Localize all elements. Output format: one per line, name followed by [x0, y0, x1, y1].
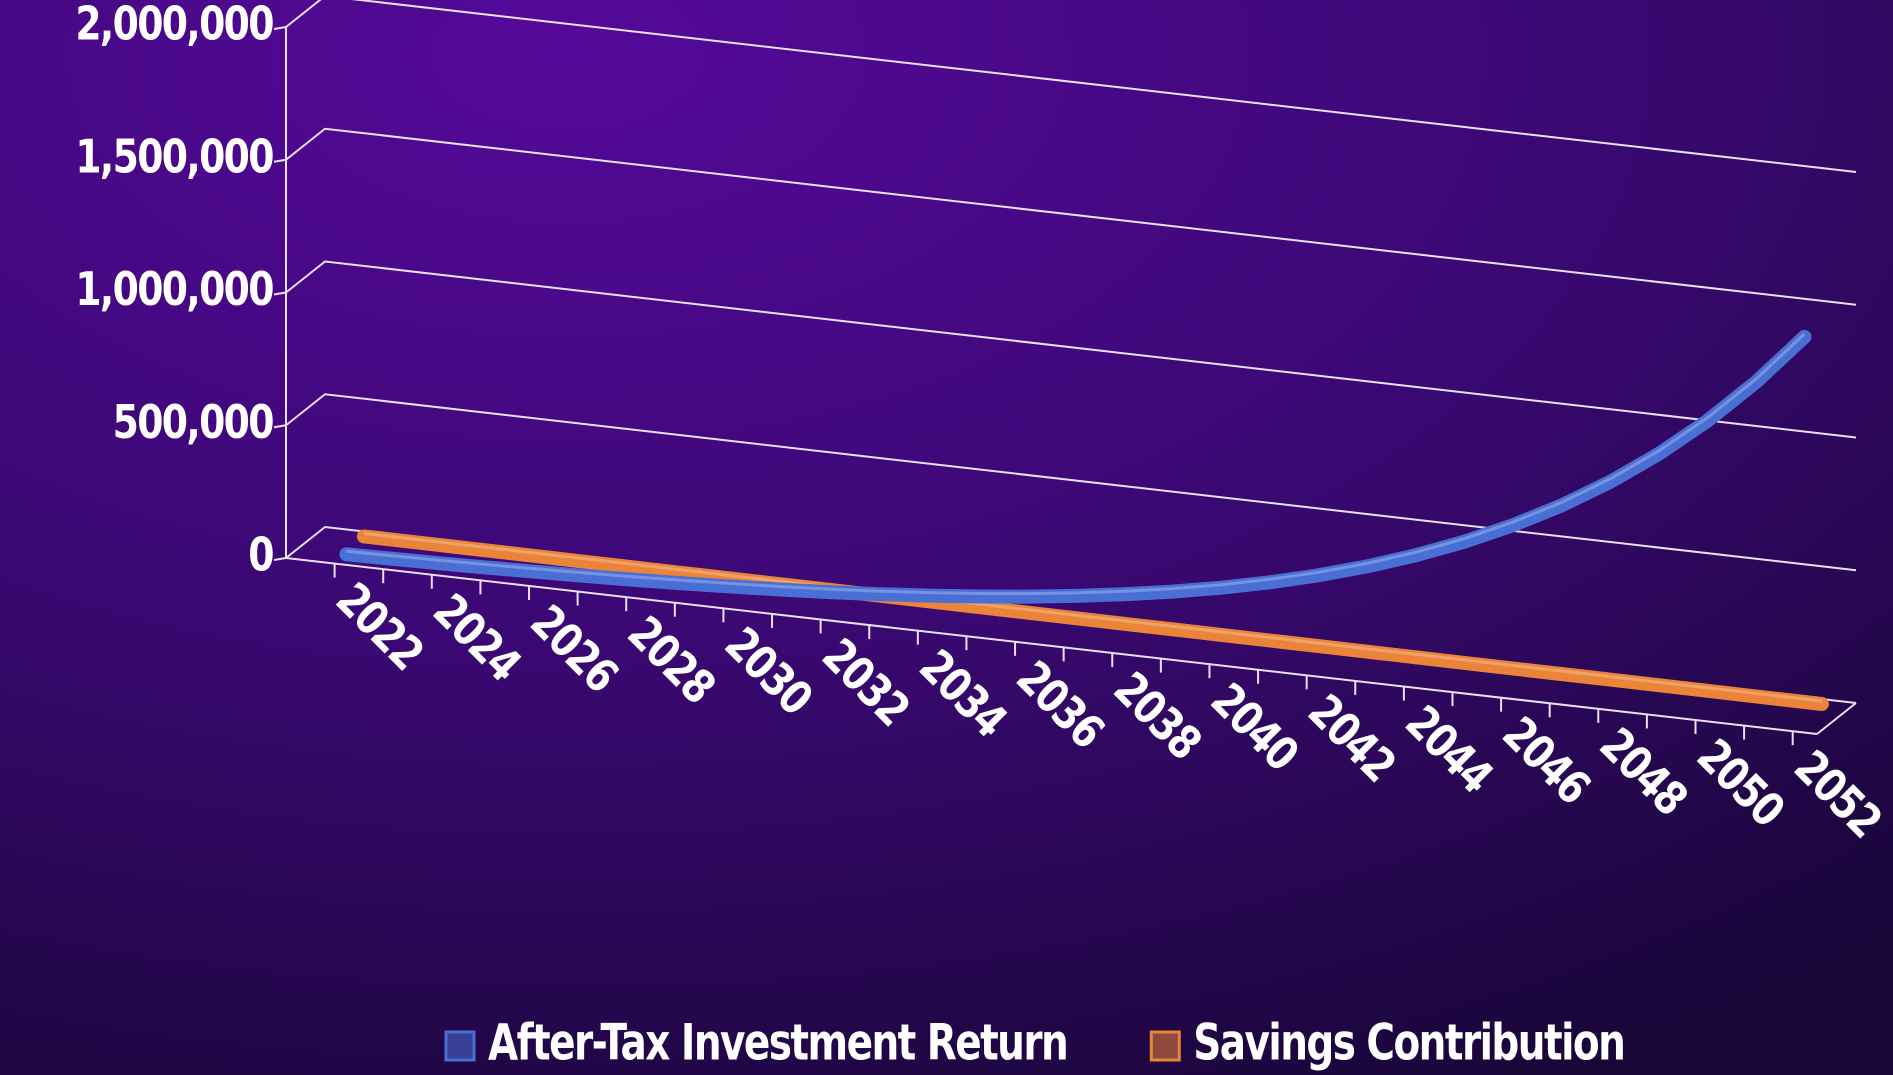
y-tick-label: 2,000,000: [75, 0, 273, 51]
series-highlight: [346, 332, 1806, 596]
y-tick-label: 500,000: [113, 395, 274, 449]
y-tick: [273, 291, 287, 296]
legend-label: After-Tax Investment Return: [488, 1013, 1067, 1072]
grid-line: [285, 127, 1857, 306]
series-line: [356, 529, 1829, 711]
floor-edge: [1816, 702, 1857, 735]
series-highlight: [363, 531, 1823, 703]
grid-line: [285, 393, 1857, 572]
x-axis: [285, 557, 1818, 735]
legend-swatch: [1149, 1030, 1181, 1062]
grid-line: [285, 260, 1857, 439]
y-tick: [273, 424, 287, 429]
y-tick-label: 1,500,000: [75, 130, 273, 184]
y-tick-label: 1,000,000: [75, 262, 273, 316]
y-tick-label: 0: [248, 528, 273, 582]
y-tick: [273, 26, 287, 30]
series-line: [339, 329, 1812, 604]
legend-label: Savings Contribution: [1193, 1013, 1624, 1072]
y-tick: [273, 158, 287, 163]
legend-swatch: [444, 1030, 476, 1062]
grid-line: [285, 0, 1857, 173]
y-tick: [273, 557, 287, 561]
